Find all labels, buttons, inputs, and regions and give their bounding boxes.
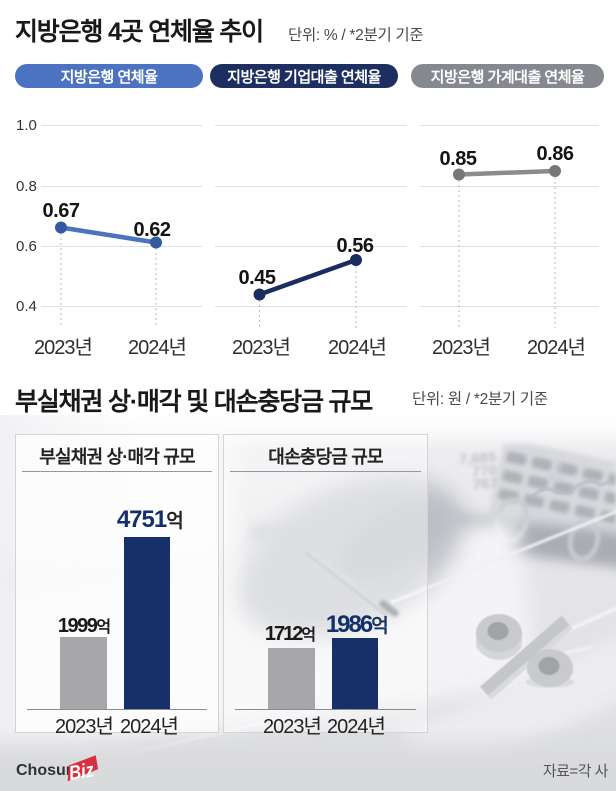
svg-text:Biz: Biz: [67, 759, 95, 785]
